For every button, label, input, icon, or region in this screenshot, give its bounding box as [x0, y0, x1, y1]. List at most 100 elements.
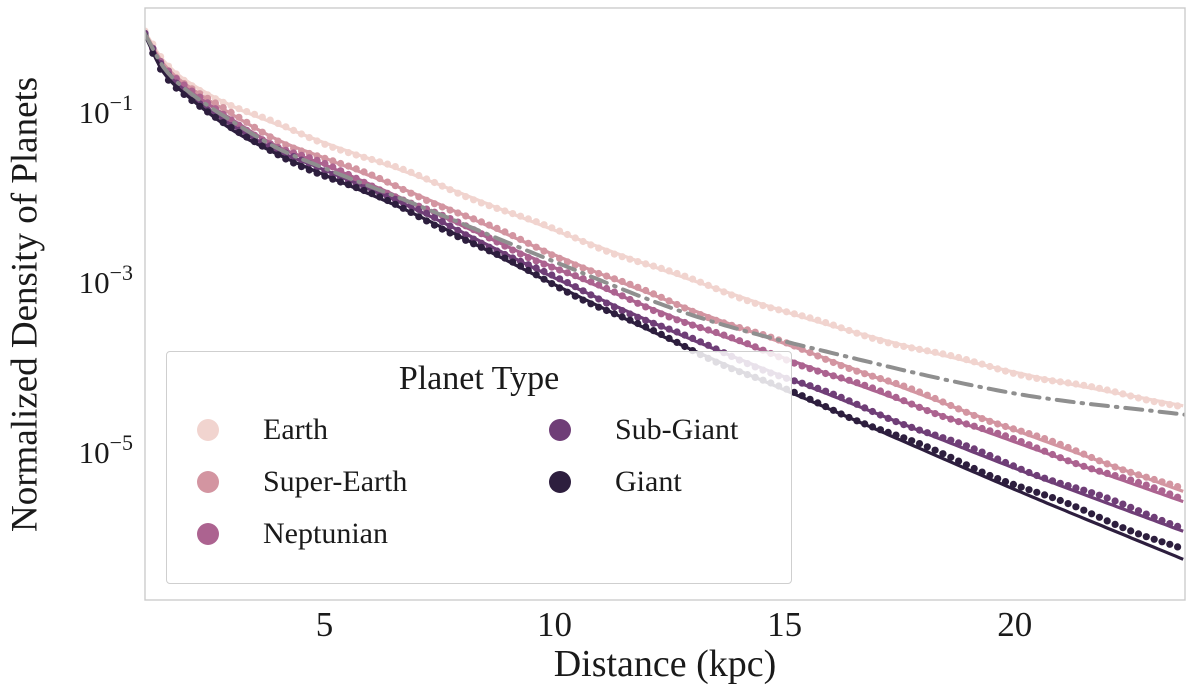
plot-spines [144, 7, 1186, 601]
series-dot [571, 283, 579, 291]
series-dot [376, 193, 384, 201]
legend-item-super-earth: Super-Earth [197, 456, 549, 508]
series-dot [892, 341, 900, 349]
series-dot [1158, 516, 1166, 525]
series-dot [329, 143, 337, 151]
legend-label-giant: Giant [615, 465, 682, 498]
series-dot [376, 158, 384, 166]
series-dot [337, 159, 345, 168]
series-line-earth [145, 31, 1184, 408]
series-dot [219, 119, 227, 127]
series-dot [493, 224, 501, 232]
series-dot [1103, 517, 1111, 525]
series-dot [587, 241, 595, 249]
series-dot [1041, 491, 1049, 499]
series-dot [556, 275, 564, 283]
series-dot [509, 232, 517, 240]
series-dot [516, 250, 525, 258]
series-dot [305, 134, 313, 142]
series-dot [610, 303, 619, 311]
series-dot [430, 178, 439, 187]
legend-label-super-earth: Super-Earth [263, 465, 408, 498]
series-dot [1033, 444, 1041, 452]
series-dot [751, 343, 759, 351]
series-dot [1009, 425, 1018, 433]
series-dot [970, 411, 978, 420]
series-dot [149, 49, 157, 57]
series-dot [1017, 465, 1025, 473]
series-dot [618, 292, 626, 300]
series-dot [556, 266, 564, 274]
series-dot [579, 264, 587, 272]
series-dot [822, 403, 830, 411]
series-dot [1111, 497, 1119, 505]
series-dot [978, 424, 986, 433]
series-dot [524, 215, 532, 223]
series-dot [313, 169, 321, 177]
series-dot [681, 331, 689, 339]
series-dot [391, 200, 399, 208]
series-dot [1072, 484, 1080, 492]
series-dot [563, 288, 572, 296]
series-dot [689, 275, 697, 283]
series-dot [955, 457, 963, 465]
series-dot [822, 369, 830, 378]
series-dot [1150, 513, 1158, 522]
series-dot [665, 297, 673, 305]
series-dot [790, 310, 798, 318]
series-dot [673, 328, 681, 336]
series-dot [321, 172, 329, 180]
series-dot [947, 436, 955, 444]
series-dot [790, 388, 798, 396]
series-dot [618, 253, 626, 261]
series-dot [579, 296, 587, 304]
series-dot [1095, 491, 1103, 499]
series-dot [626, 310, 634, 318]
series-dot [470, 240, 478, 248]
series-dot [915, 388, 924, 396]
series-dot [814, 367, 822, 375]
series-dot [603, 306, 611, 315]
series-dot [493, 204, 501, 212]
series-dot [321, 159, 329, 168]
series-dot [227, 102, 235, 110]
series-dot [603, 272, 611, 280]
series-dot [524, 261, 532, 269]
series-dot [1009, 435, 1018, 443]
series-dot [915, 403, 924, 411]
series-dot [290, 159, 298, 167]
series-dot [876, 411, 885, 419]
series-dot [603, 284, 611, 293]
series-dot [1111, 388, 1119, 396]
series-dot [790, 377, 798, 385]
legend-label-earth: Earth [263, 413, 328, 446]
series-dot [931, 348, 939, 356]
series-dot [509, 246, 517, 254]
series-dot [986, 427, 994, 435]
series-dot [1095, 467, 1103, 475]
series-dot [837, 362, 845, 370]
series-dot [1111, 472, 1119, 480]
series-dot [657, 264, 665, 272]
series-dot [681, 304, 689, 312]
series-dot [1119, 500, 1127, 508]
series-dot [876, 337, 885, 345]
series-dot [571, 261, 579, 269]
series-dot [235, 113, 243, 121]
series-dot [775, 306, 783, 314]
series-dot [634, 319, 642, 328]
series-dot [430, 221, 439, 229]
series-dot [845, 364, 853, 373]
series-dot [978, 468, 986, 476]
series-dot [712, 285, 720, 293]
series-dot [657, 310, 665, 318]
series-dot [243, 108, 251, 116]
series-dot [548, 263, 556, 271]
series-dot [1025, 468, 1033, 477]
series-dot [407, 208, 415, 216]
series-dot [485, 247, 493, 255]
series-dot [986, 362, 994, 371]
series-dot [642, 316, 650, 324]
series-dot [931, 431, 939, 439]
